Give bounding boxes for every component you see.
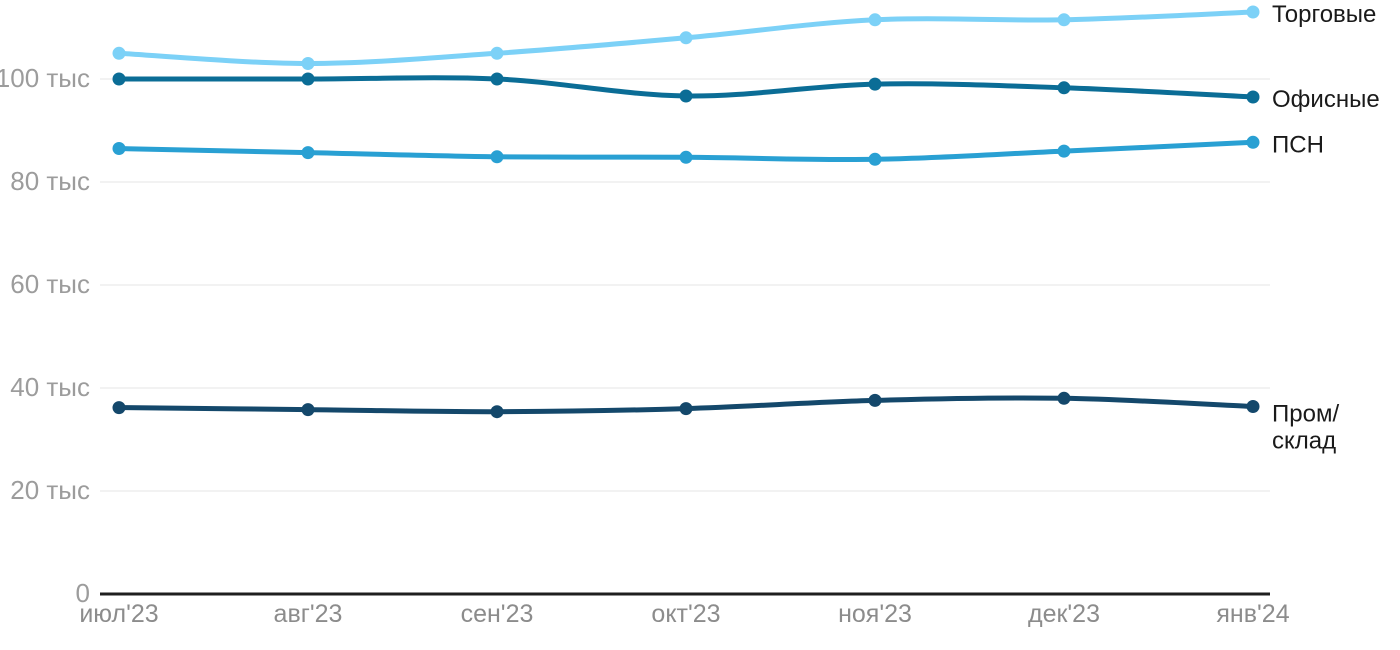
data-point bbox=[868, 77, 882, 91]
data-point bbox=[1057, 144, 1071, 158]
data-point bbox=[490, 405, 504, 419]
legend-label-line: Пром/ bbox=[1272, 401, 1339, 428]
legend-label-prom-sklad: Пром/склад bbox=[1272, 401, 1339, 455]
data-point bbox=[112, 72, 126, 86]
data-point bbox=[679, 89, 693, 103]
legend-label-ofisnye: Офисные bbox=[1272, 86, 1380, 113]
data-point bbox=[301, 146, 315, 160]
y-tick-label: 20 тыс bbox=[10, 475, 90, 505]
series-ofisnye: Офисные bbox=[112, 72, 1380, 113]
data-point bbox=[1057, 81, 1071, 95]
legend-label-line: ПСН bbox=[1272, 131, 1324, 158]
data-point bbox=[868, 393, 882, 407]
x-tick-label: дек'23 bbox=[1028, 600, 1100, 628]
data-point bbox=[679, 402, 693, 416]
x-tick-label: янв'24 bbox=[1216, 600, 1289, 628]
data-point bbox=[112, 46, 126, 60]
data-point bbox=[868, 13, 882, 27]
data-point bbox=[301, 72, 315, 86]
data-point bbox=[1246, 5, 1260, 19]
legend-label-torgovye: Торговые bbox=[1272, 1, 1376, 28]
data-point bbox=[490, 46, 504, 60]
series-torgovye: Торговые bbox=[112, 1, 1376, 70]
x-tick-label: авг'23 bbox=[274, 600, 343, 628]
data-point bbox=[679, 150, 693, 164]
legend-label-psn: ПСН bbox=[1272, 131, 1324, 158]
x-axis-labels: июл'23 авг'23 сен'23 окт'23 ноя'23 дек'23 янв'… bbox=[79, 600, 1289, 628]
y-axis-labels: 0 20 тыс 40 тыс 60 тыс 80 тыс 100 тыс bbox=[0, 63, 90, 608]
data-point bbox=[112, 142, 126, 155]
x-tick-label: ноя'23 bbox=[838, 600, 912, 628]
series-psn: ПСН bbox=[112, 131, 1324, 166]
y-tick-label: 100 тыс bbox=[0, 63, 90, 93]
y-tick-label: 0 bbox=[76, 578, 90, 608]
legend-label-line: Торговые bbox=[1272, 1, 1376, 28]
data-point bbox=[1246, 90, 1260, 104]
data-point bbox=[1246, 135, 1260, 149]
data-point bbox=[1246, 400, 1260, 413]
legend-label-line: Офисные bbox=[1272, 86, 1380, 113]
x-tick-label: сен'23 bbox=[461, 600, 534, 628]
data-point bbox=[1057, 13, 1071, 27]
data-point bbox=[490, 150, 504, 164]
legend-label-line: склад bbox=[1272, 428, 1336, 455]
data-point bbox=[1057, 391, 1071, 405]
data-point bbox=[112, 401, 126, 415]
data-point bbox=[490, 72, 504, 86]
x-tick-label: окт'23 bbox=[651, 600, 720, 628]
data-point bbox=[301, 57, 315, 70]
data-point bbox=[868, 152, 882, 166]
data-point bbox=[679, 31, 693, 45]
x-tick-label: июл'23 bbox=[79, 600, 158, 628]
y-tick-label: 60 тыс bbox=[10, 269, 90, 299]
data-point bbox=[301, 403, 315, 417]
series-prom-sklad: Пром/склад bbox=[112, 391, 1339, 455]
y-tick-label: 40 тыс bbox=[10, 372, 90, 402]
y-tick-label: 80 тыс bbox=[10, 166, 90, 196]
